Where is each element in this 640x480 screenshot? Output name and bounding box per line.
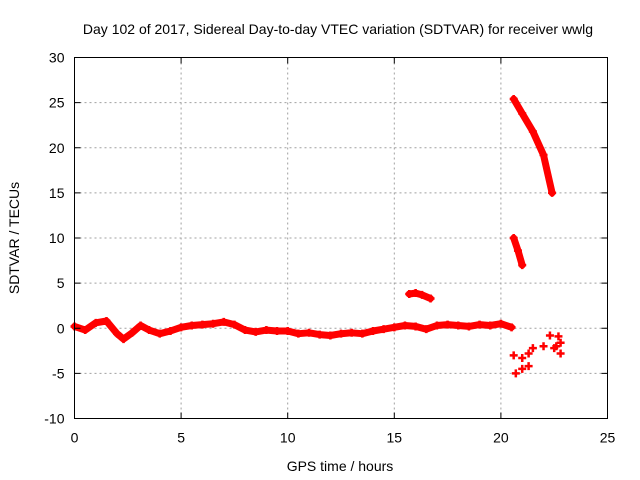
data-point: [556, 349, 565, 358]
y-tick-label: 30: [49, 50, 65, 66]
y-tick-label: 0: [57, 320, 65, 336]
x-axis-label: GPS time / hours: [287, 458, 394, 474]
data-point: [136, 321, 145, 330]
data-point: [509, 95, 518, 104]
data-point: [509, 234, 518, 242]
series-descending-arc-high: [509, 95, 557, 197]
y-tick-label: 10: [49, 230, 65, 246]
y-tick-label: 20: [49, 140, 65, 156]
data-point: [128, 328, 137, 337]
data-point: [347, 328, 356, 337]
data-point: [509, 351, 518, 360]
x-tick-label: 20: [493, 430, 509, 446]
data-point: [81, 326, 90, 335]
data-point: [426, 294, 435, 303]
data-point: [539, 342, 548, 351]
data-point: [102, 317, 111, 326]
data-point: [496, 319, 505, 328]
data-point: [91, 318, 100, 327]
data-point: [454, 321, 463, 330]
series-main-track: [70, 317, 516, 344]
data-point: [518, 109, 527, 118]
data-point: [552, 342, 561, 351]
data-point: [198, 320, 207, 329]
data-point: [511, 369, 520, 378]
data-point: [418, 290, 427, 299]
data-point: [528, 344, 537, 353]
data-point: [187, 321, 196, 330]
data-point: [119, 335, 128, 344]
data-point: [475, 320, 484, 329]
data-point: [113, 329, 122, 338]
data-point: [539, 150, 548, 159]
data-point: [315, 330, 324, 339]
grid: [74, 57, 608, 419]
data-point: [262, 326, 271, 335]
data-point: [219, 317, 228, 326]
data-point: [273, 326, 282, 335]
data-point: [177, 323, 186, 332]
chart-title: Day 102 of 2017, Sidereal Day-to-day VTE…: [83, 21, 593, 37]
data-point: [432, 321, 441, 330]
data-point: [251, 327, 260, 336]
axis-ticks: 0 5 10 15 20 25 -10 -5 0 5 10 15 20 25 30: [44, 50, 615, 446]
series-descending-arc-low: [509, 234, 527, 270]
data-series: [70, 95, 565, 378]
data-point: [390, 323, 399, 332]
x-tick-label: 25: [600, 430, 616, 446]
data-point: [486, 321, 495, 330]
data-point: [411, 289, 420, 298]
y-tick-label: -5: [52, 365, 65, 381]
data-point: [545, 331, 554, 340]
data-point: [518, 261, 527, 270]
data-point: [554, 332, 563, 341]
data-point: [326, 331, 335, 340]
data-point: [513, 246, 522, 255]
y-tick-label: 5: [57, 275, 65, 291]
x-tick-label: 0: [71, 430, 79, 446]
data-point: [294, 329, 303, 338]
data-point: [524, 349, 533, 358]
data-point: [155, 329, 164, 338]
data-point: [337, 329, 345, 338]
data-point: [209, 319, 218, 328]
data-point: [464, 322, 473, 331]
data-point: [166, 326, 175, 335]
x-tick-label: 15: [387, 430, 403, 446]
data-point: [556, 338, 565, 347]
y-tick-label: -10: [44, 411, 64, 427]
y-axis-label: SDTVAR / TECUs: [6, 182, 22, 294]
data-point: [368, 326, 377, 335]
data-point: [411, 322, 420, 331]
data-point: [524, 362, 533, 371]
y-tick-label: 15: [49, 185, 65, 201]
data-point: [507, 323, 516, 332]
data-point: [241, 326, 250, 335]
data-point: [518, 354, 527, 363]
data-point: [379, 325, 388, 334]
x-tick-label: 10: [280, 430, 296, 446]
series-lower-cluster: [509, 331, 565, 378]
data-point: [422, 325, 431, 334]
data-point: [443, 320, 452, 329]
data-point: [528, 127, 537, 136]
x-tick-label: 5: [177, 430, 185, 446]
data-point: [548, 188, 557, 197]
y-tick-label: 25: [49, 95, 65, 111]
data-point: [518, 364, 527, 373]
data-point: [400, 321, 409, 330]
data-point: [305, 328, 314, 337]
data-point: [145, 326, 154, 335]
data-point: [230, 320, 239, 329]
data-point: [358, 329, 367, 338]
data-point: [283, 326, 292, 335]
series-short-arc: [405, 289, 435, 303]
